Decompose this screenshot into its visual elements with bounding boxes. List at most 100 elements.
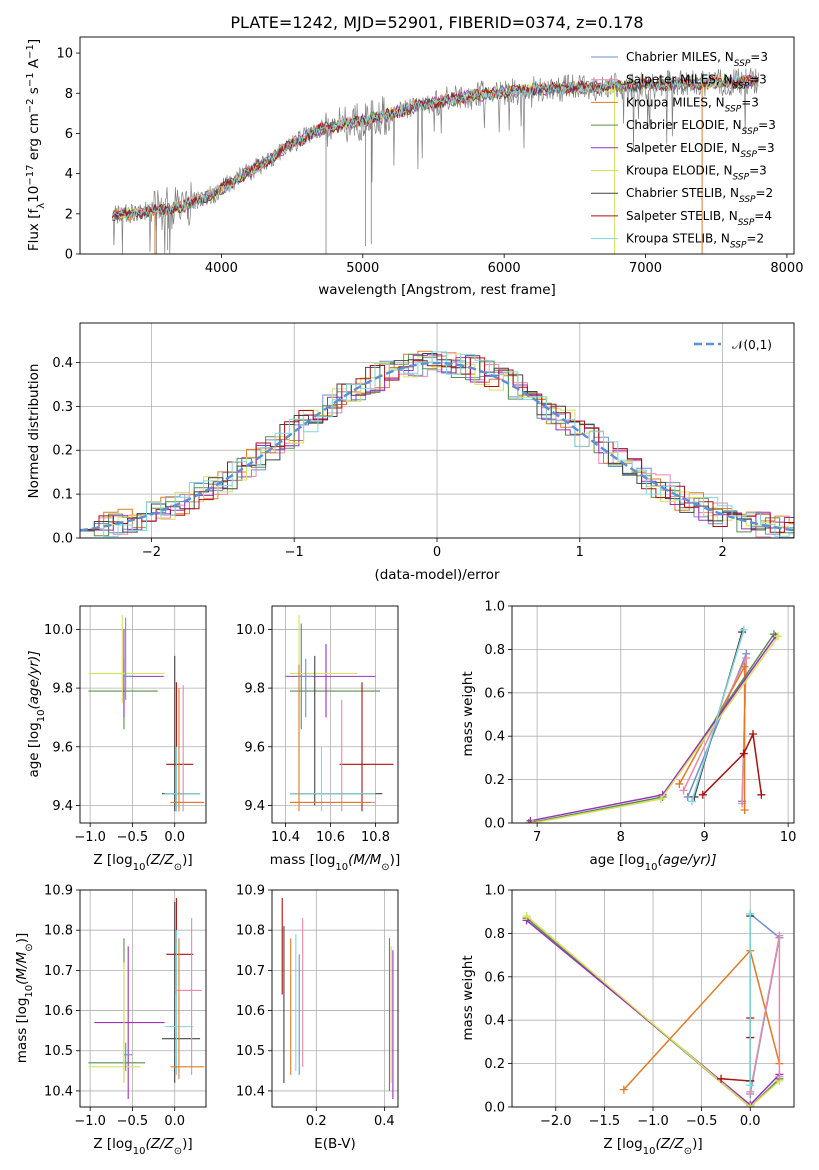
axes-frame <box>511 605 795 824</box>
x-tick-label: −0.5 <box>686 1114 718 1129</box>
grid <box>512 605 794 824</box>
y-tick-label: 0.4 <box>484 730 505 745</box>
x-tick-label: 0.0 <box>164 830 185 845</box>
x-axis-label: (data-model)/error <box>374 567 500 583</box>
mass-weight-line <box>526 915 780 1107</box>
x-tick-label: 7000 <box>629 261 662 276</box>
y-tick-label: 0.6 <box>484 970 505 985</box>
legend-entry: Chabrier STELIB, NSSP=2 <box>626 186 773 205</box>
y-tick-label: 0.0 <box>484 1101 505 1116</box>
legend-entry: Chabrier ELODIE, NSSP=3 <box>626 118 776 137</box>
x-tick-label: 0.0 <box>164 1114 185 1129</box>
mass-weight-marker <box>742 654 751 663</box>
mass-weight-marker <box>717 1074 726 1083</box>
y-tick-label: 10.8 <box>236 924 265 939</box>
axes-frame <box>511 889 795 1108</box>
y-tick-label: 0.4 <box>484 1014 505 1029</box>
y-tick-label: 4 <box>65 167 73 182</box>
plot-area <box>80 350 794 538</box>
mass-weight-line <box>702 731 763 796</box>
spectrum-legend: Chabrier MILES, NSSP=3 Salpeter MILES, NS… <box>591 50 776 251</box>
mass-weight-line <box>721 1018 751 1082</box>
legend-entry: Kroupa ELODIE, NSSP=3 <box>626 164 767 183</box>
mass-weight-marker <box>739 625 748 634</box>
x-tick-label: −0.5 <box>117 830 149 845</box>
plot-area <box>80 890 206 1107</box>
x-tick-label: −0.5 <box>117 1114 149 1129</box>
y-tick-label: 0.3 <box>52 400 73 415</box>
x-axis-label: Z [log10(Z/Z⊙)] <box>93 1136 192 1157</box>
x-tick-label: 8000 <box>770 261 803 276</box>
y-tick-label: 0.2 <box>484 1057 505 1072</box>
y-tick-label: 9.6 <box>244 740 265 755</box>
x-axis-label: wavelength [Angstrom, rest frame] <box>318 282 556 298</box>
x-tick-label: 1 <box>576 545 584 560</box>
mass-weight-marker <box>522 912 531 921</box>
x-tick-label: 10.4 <box>271 830 300 845</box>
x-axis-label: age [log10(age/yr)] <box>589 852 716 873</box>
x-tick-label: −2 <box>142 545 161 560</box>
residual-histogram <box>84 357 794 533</box>
y-tick-label: 0.0 <box>52 532 73 547</box>
axes-mass-vs-Z: −1.0 −0.5 0.0 10.4 10.5 10.6 10.7 10.8 10.9 <box>44 884 207 1129</box>
mass-weight-marker <box>748 730 757 739</box>
mass-weight-marker <box>656 795 665 804</box>
legend-entry: Salpeter MILES, NSSP=3 <box>626 73 767 92</box>
x-tick-label: 6000 <box>488 261 521 276</box>
plot-area <box>112 68 760 254</box>
mass-weight-marker <box>739 749 748 758</box>
x-tick-label: −1 <box>285 545 304 560</box>
mass-weight-line <box>749 935 781 1092</box>
y-tick-label: 10.9 <box>44 884 73 899</box>
legend-entry: Salpeter ELODIE, NSSP=3 <box>626 141 775 160</box>
plot-area <box>272 890 398 1107</box>
x-tick-label: 4000 <box>205 261 238 276</box>
axes-frame <box>271 605 399 824</box>
axes-age-vs-mass: 10.4 10.6 10.8 9.4 9.6 9.8 10.0 <box>236 605 399 845</box>
x-tick-label: 5000 <box>346 261 379 276</box>
x-tick-label: −1.0 <box>74 830 106 845</box>
y-tick-label: 10.7 <box>44 964 73 979</box>
y-tick-label: 10.5 <box>44 1044 73 1059</box>
x-tick-label: 10.8 <box>361 830 390 845</box>
mass-weight-marker <box>775 1072 784 1081</box>
y-tick-label: 9.4 <box>52 799 73 814</box>
legend-entry: Salpeter STELIB, NSSP=4 <box>626 209 772 228</box>
x-axis-label: Z [log10(Z/Z⊙)] <box>93 852 192 873</box>
axes-frame <box>271 889 399 1108</box>
y-tick-label: 10.0 <box>44 623 73 638</box>
y-tick-label: 9.8 <box>52 682 73 697</box>
mass-weight-marker <box>746 1081 755 1090</box>
axes-age-vs-Z: −1.0 −0.5 0.0 9.4 9.6 9.8 10.0 <box>44 605 207 845</box>
mass-weight-marker <box>746 1103 755 1107</box>
axes-spectrum: 4000 5000 6000 7000 8000 0 2 4 6 8 10 <box>56 36 803 276</box>
y-axis-label: mass weight <box>460 671 476 756</box>
axes-mw-vs-age: 7 8 9 10 0.0 0.2 0.4 0.6 0.8 1.0 <box>484 600 796 846</box>
y-axis-label: Flux [fλ10−17 erg cm−2 s−1 A−1] <box>25 39 47 251</box>
mass-weight-line <box>528 633 775 823</box>
model-spectrum-line <box>112 76 759 222</box>
x-tick-label: 10.6 <box>316 830 345 845</box>
y-tick-label: 0.8 <box>484 927 505 942</box>
plot-area <box>522 909 784 1107</box>
x-axis-label: Z [log10(Z/Z⊙)] <box>603 1136 702 1157</box>
x-tick-label: 8 <box>617 830 625 845</box>
legend-entry: Kroupa STELIB, NSSP=2 <box>626 232 764 251</box>
y-tick-label: 6 <box>65 127 73 142</box>
normal-curve <box>80 361 794 532</box>
residual-histogram <box>84 354 794 531</box>
legend-entry: Chabrier MILES, NSSP=3 <box>626 50 768 69</box>
y-tick-label: 10.4 <box>44 1084 73 1099</box>
y-tick-label: 0.4 <box>52 356 73 371</box>
plot-area <box>80 606 206 823</box>
mass-weight-marker <box>698 790 707 799</box>
mass-weight-marker <box>683 792 692 801</box>
legend-entry: 𝒩(0,1) <box>732 338 772 352</box>
y-tick-label: 10.8 <box>44 924 73 939</box>
y-tick-label: 10.6 <box>44 1004 73 1019</box>
y-tick-label: 10.6 <box>236 1004 265 1019</box>
mass-weight-marker <box>679 786 688 795</box>
mass-weight-marker <box>775 931 784 940</box>
mass-weight-marker <box>740 805 749 814</box>
